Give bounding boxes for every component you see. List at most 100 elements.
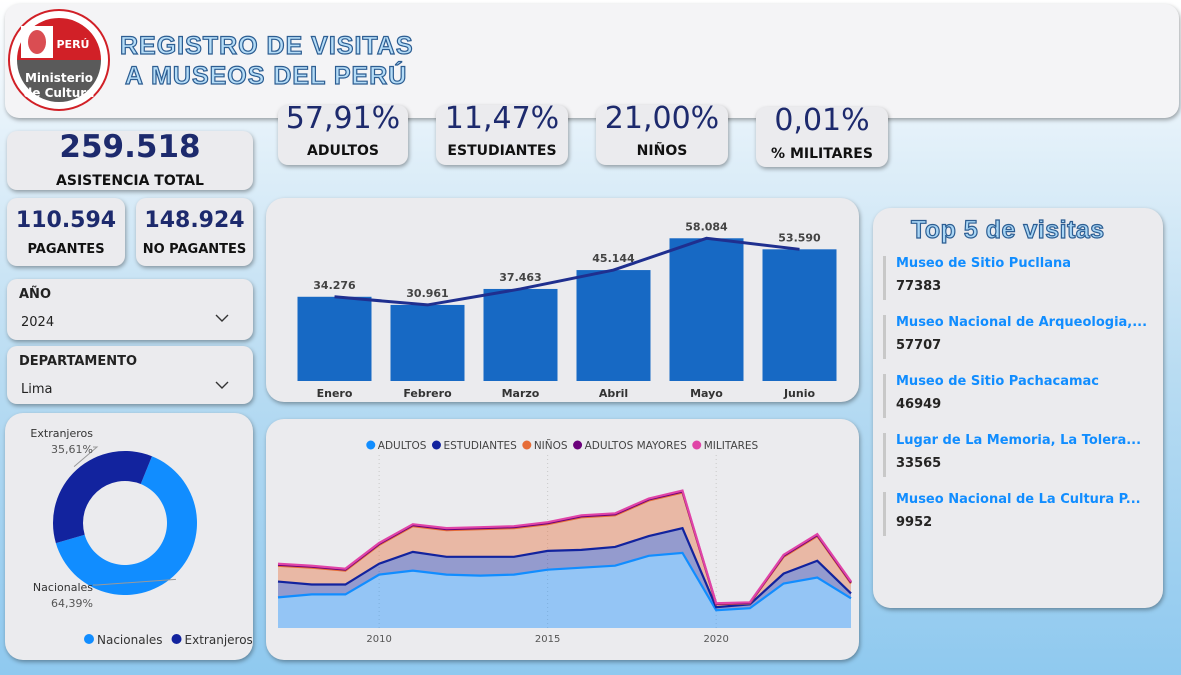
leader-line [93,578,176,586]
chart-panel: Enero 34.276 Febrero 30.961 Marzo 37.463 Abril… [266,198,859,402]
data-label: 37.463 [499,271,541,284]
museum-name[interactable]: Museo de Sitio Pucllana [896,256,1071,271]
data-label: 34.276 [313,279,356,292]
legend-marker [366,440,376,450]
legend-marker [431,440,441,450]
filter-value: Lima [21,382,53,397]
chart-panel: Nacionales 64,39% Extranjeros 35,61% Naciona… [5,413,253,660]
logo: PERÚ Ministerio de Cultura [8,9,110,111]
data-label: 30.961 [406,287,448,300]
total-label: PAGANTES [27,242,105,257]
legend-label: Extranjeros [185,633,253,647]
x-tick-label: Junio [783,387,816,400]
kpi-value: 57,91% [285,101,401,136]
x-tick-label: Abril [599,387,628,400]
donut-slice [55,456,197,595]
dropdown-icon[interactable] [215,313,229,323]
x-tick-label: 2015 [535,634,560,645]
donut-slice [52,451,152,544]
top5-title: Top 5 de visitas [910,215,1105,244]
total-card: 259.518 ASISTENCIA TOTAL [7,129,253,190]
museum-visits: 33565 [896,456,942,471]
legend-label: Nacionales [97,633,163,647]
x-tick-label: Marzo [502,387,540,400]
kpi-value: 11,47% [444,101,560,136]
filter-label: DEPARTAMENTO [19,354,138,369]
legend-label: ADULTOS MAYORES [585,440,687,452]
x-tick-label: 2020 [703,634,728,645]
line [334,236,800,307]
total-label: ASISTENCIA TOTAL [56,173,204,189]
x-tick-label: Enero [317,387,353,400]
filter[interactable]: DEPARTAMENTO Lima [7,346,253,404]
dashboard-title: A MUSEOS DEL PERÚ [124,61,408,90]
logo-text: de Cultura [24,86,95,100]
slice-value: 35,61% [51,443,93,456]
separator [883,256,886,300]
x-tick-label: Mayo [690,387,723,400]
total-card: 148.924 NO PAGANTES [136,198,253,266]
museum-visits: 9952 [896,515,933,530]
museum-visits: 57707 [896,338,942,353]
chart-panel: 2010 2015 2020 ADULTOS ESTUDIANTES NIÑOS ADULT… [266,419,859,660]
filter-label: AÑO [19,287,51,302]
data-label: 45.144 [592,252,635,265]
legend: ADULTOS ESTUDIANTES NIÑOS ADULTOS MAYORES MI… [366,439,759,452]
separator [883,374,886,418]
top5-panel: Top 5 de visitas Museo de Sitio Pucllana… [873,208,1163,608]
bar [297,296,372,381]
museum-name[interactable]: Museo de Sitio Pachacamac [896,374,1099,389]
legend-marker [84,634,94,644]
legend-label: ADULTOS [378,440,427,452]
donut-chart: Nacionales 64,39% Extranjeros 35,61% Naciona… [30,427,253,647]
filter[interactable]: AÑO 2024 [7,279,253,340]
legend-marker [573,440,583,450]
museum-visits: 46949 [896,397,942,412]
x-tick-label: Febrero [403,387,452,400]
kpi-card: 21,00% NIÑOS [596,101,728,165]
kpi-card: 11,47% ESTUDIANTES [436,101,568,165]
museum-name[interactable]: Museo Nacional de La Cultura P... [896,492,1141,507]
kpi-label: ESTUDIANTES [447,143,557,159]
bar [390,304,465,381]
bar [483,288,558,381]
data-label: 53.590 [778,231,821,244]
total-value: 148.924 [144,208,245,233]
filter-value: 2024 [21,315,55,330]
kpi-label: ADULTOS [307,143,379,159]
kpi-card: 0,01% % MILITARES [756,103,888,167]
legend-label: ESTUDIANTES [443,440,517,452]
legend-marker [171,634,182,644]
kpi-card: 57,91% ADULTOS [278,101,408,165]
legend-label: NIÑOS [534,439,568,452]
kpi-value: 21,00% [604,101,720,136]
legend-marker [692,440,702,450]
dropdown-icon[interactable] [215,380,229,390]
total-value: 259.518 [59,129,201,165]
area-line [277,551,852,612]
bar [576,270,651,381]
x-tick-label: 2010 [366,634,391,645]
bar [669,238,744,381]
museum-visits: 77383 [896,279,942,294]
museum-name[interactable]: Museo Nacional de Arqueologia,... [896,315,1148,330]
bar [762,249,837,381]
slice-value: 64,39% [51,597,93,610]
logo-text: Ministerio [25,71,93,85]
dashboard-title: REGISTRO DE VISITAS [119,31,414,60]
separator [883,492,886,536]
legend-label: MILITARES [704,440,759,452]
kpi-label: % MILITARES [771,146,873,162]
separator [883,433,886,477]
kpi-value: 0,01% [774,103,870,138]
total-label: NO PAGANTES [142,242,247,257]
total-value: 110.594 [15,208,117,233]
area-line [277,489,852,605]
museum-name[interactable]: Lugar de La Memoria, La Tolera... [896,433,1142,448]
slice-label: Extranjeros [30,427,93,440]
slice-label: Nacionales [33,581,93,594]
logo-country: PERÚ [57,38,90,51]
area-line [277,526,852,609]
